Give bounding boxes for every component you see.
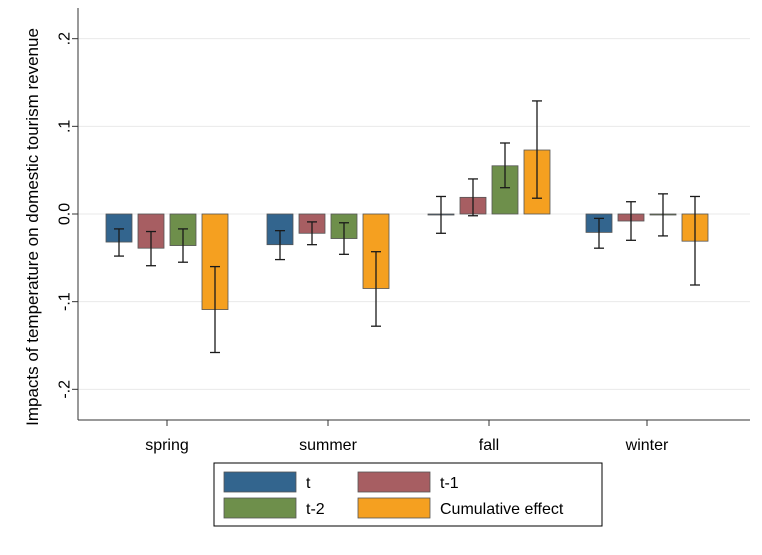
x-category-label: spring [145,437,189,454]
bars [105,149,709,310]
legend-swatch [357,471,431,493]
y-tick-label: -.1 [57,292,74,311]
legend-swatch [223,497,297,519]
error-bar [594,217,604,249]
y-tick-label: -.2 [57,380,74,399]
y-tick-label: .2 [57,32,74,45]
error-bar [371,251,381,327]
legend-swatch [223,471,297,493]
y-tick-label: 0.0 [57,203,74,225]
y-axis-ticks: -.2 -.1 0.0 .1 .2 [57,32,78,399]
y-tick-label: .1 [57,120,74,133]
error-bar [436,195,446,234]
error-bar [626,201,636,241]
error-bar [114,228,124,257]
error-bar [468,178,478,217]
y-axis-title: Impacts of temperature on domestic touri… [23,28,42,426]
error-bar [500,142,510,189]
error-bar [210,265,220,354]
error-bar [532,100,542,199]
error-bar [690,195,700,286]
x-category-label: summer [299,437,357,454]
legend-label: t-1 [440,475,459,492]
error-bar [307,221,317,246]
legend-label: Cumulative effect [440,501,564,518]
error-bars [114,100,700,354]
legend: t t-1 t-2 Cumulative effect [213,462,603,527]
x-category-label: fall [479,437,499,454]
legend-label: t-2 [306,501,325,518]
error-bar [339,222,349,255]
legend-swatch [357,497,431,519]
x-category-label: winter [625,437,669,454]
error-bar [275,230,285,261]
error-bar [178,228,188,263]
error-bar [146,230,156,267]
error-bar [658,193,668,237]
x-axis-category-labels: spring summer fall winter [145,420,669,454]
legend-label: t [306,475,311,492]
